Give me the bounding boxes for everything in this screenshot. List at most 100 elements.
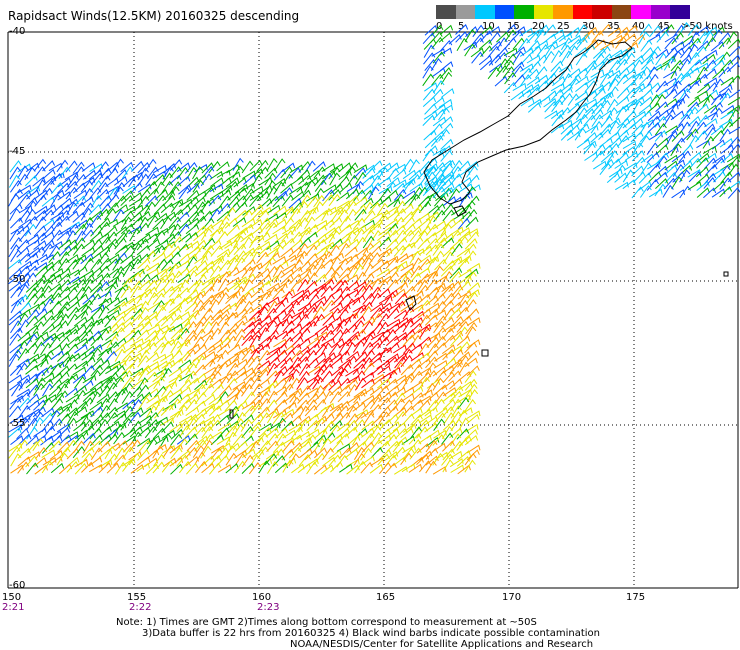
wind-barb [139,321,153,332]
wind-barb [465,321,478,335]
wind-barb [639,23,652,36]
wind-barb [425,215,437,229]
wind-barb [323,352,337,363]
wind-barb [369,198,384,209]
wind-barb [639,66,651,80]
wind-barb [400,386,415,396]
wind-barb [386,369,398,384]
wind-barb [568,38,582,50]
wind-barb [688,31,700,45]
wind-barb [662,184,674,198]
wind-barb [216,210,231,222]
wind-barb [313,398,327,411]
wind-barb [176,287,190,299]
wind-barb [224,312,237,325]
wind-barb [314,364,328,375]
wind-barb [321,404,334,418]
wind-barb [89,179,102,193]
wind-barb [479,25,493,36]
wind-barb [265,275,280,286]
wind-barb [160,340,172,354]
wind-barb [417,273,431,285]
wind-barb [257,290,272,299]
wind-barb [378,187,392,201]
wind-barb [456,306,469,319]
note-line: Note: 1) Times are GMT 2)Times along bot… [116,617,537,628]
wind-barb [288,434,303,445]
wind-barb [282,308,296,321]
wind-barb [622,117,636,129]
wind-barb [25,378,39,389]
wind-barb [297,302,312,312]
wind-barb [296,306,309,319]
wind-barb [258,245,272,256]
wind-barb [74,414,89,424]
wind-barb [687,181,702,191]
wind-barb [313,174,327,187]
wind-barb [559,44,572,57]
wind-barb [58,239,72,250]
wind-barb [426,256,438,271]
wind-barb [703,177,716,189]
wind-barb [702,53,716,65]
wind-barb [169,181,182,194]
wind-barb [234,440,248,452]
wind-barb [43,425,56,439]
wind-barb [425,436,440,447]
wind-barb [583,98,598,107]
wind-barb [266,422,281,432]
wind-barb [457,217,471,230]
wind-barb [696,114,710,127]
wind-barb [192,299,205,313]
wind-barb [656,31,669,43]
wind-barb [186,462,199,475]
wind-barb [702,135,715,149]
wind-barb [362,292,375,305]
wind-barb [104,218,119,228]
wind-barb [161,327,173,341]
wind-barb [328,454,341,467]
wind-barb [104,242,117,256]
wind-barb [274,232,289,243]
wind-barb [329,206,344,216]
wind-barb [360,356,373,370]
wind-barb [249,159,263,172]
wind-barb [718,37,732,50]
wind-barb [234,298,247,312]
wind-barb [369,425,382,439]
wind-barb [153,341,167,354]
wind-barb [424,193,437,208]
wind-barb [10,286,23,299]
wind-barb [687,135,700,149]
wind-barb [560,37,573,51]
wind-barb [328,229,340,243]
wind-barb [129,426,143,438]
wind-barb [558,107,571,120]
wind-barb [137,195,150,208]
wind-barb [392,456,407,467]
wind-barb [298,405,310,419]
wind-barb [274,297,289,307]
wind-barb [712,154,726,164]
wind-barb [402,180,415,194]
wind-barb [384,218,399,229]
wind-barb [306,170,321,180]
wind-barb [217,202,231,215]
wind-barb [535,66,548,79]
wind-barb [432,108,446,121]
wind-barb [88,169,103,180]
wind-barb [106,420,121,431]
wind-barb [40,231,55,242]
wind-barb [129,343,143,355]
wind-barb [543,50,555,64]
wind-barb [330,371,343,384]
wind-barb [33,166,46,179]
wind-barb [664,164,678,176]
wind-barb [25,333,38,347]
wind-barb [305,264,317,277]
wind-barb [128,329,142,342]
wind-barb [615,96,630,107]
wind-barb [384,181,397,194]
wind-barb [290,294,305,305]
wind-barb [248,264,261,278]
